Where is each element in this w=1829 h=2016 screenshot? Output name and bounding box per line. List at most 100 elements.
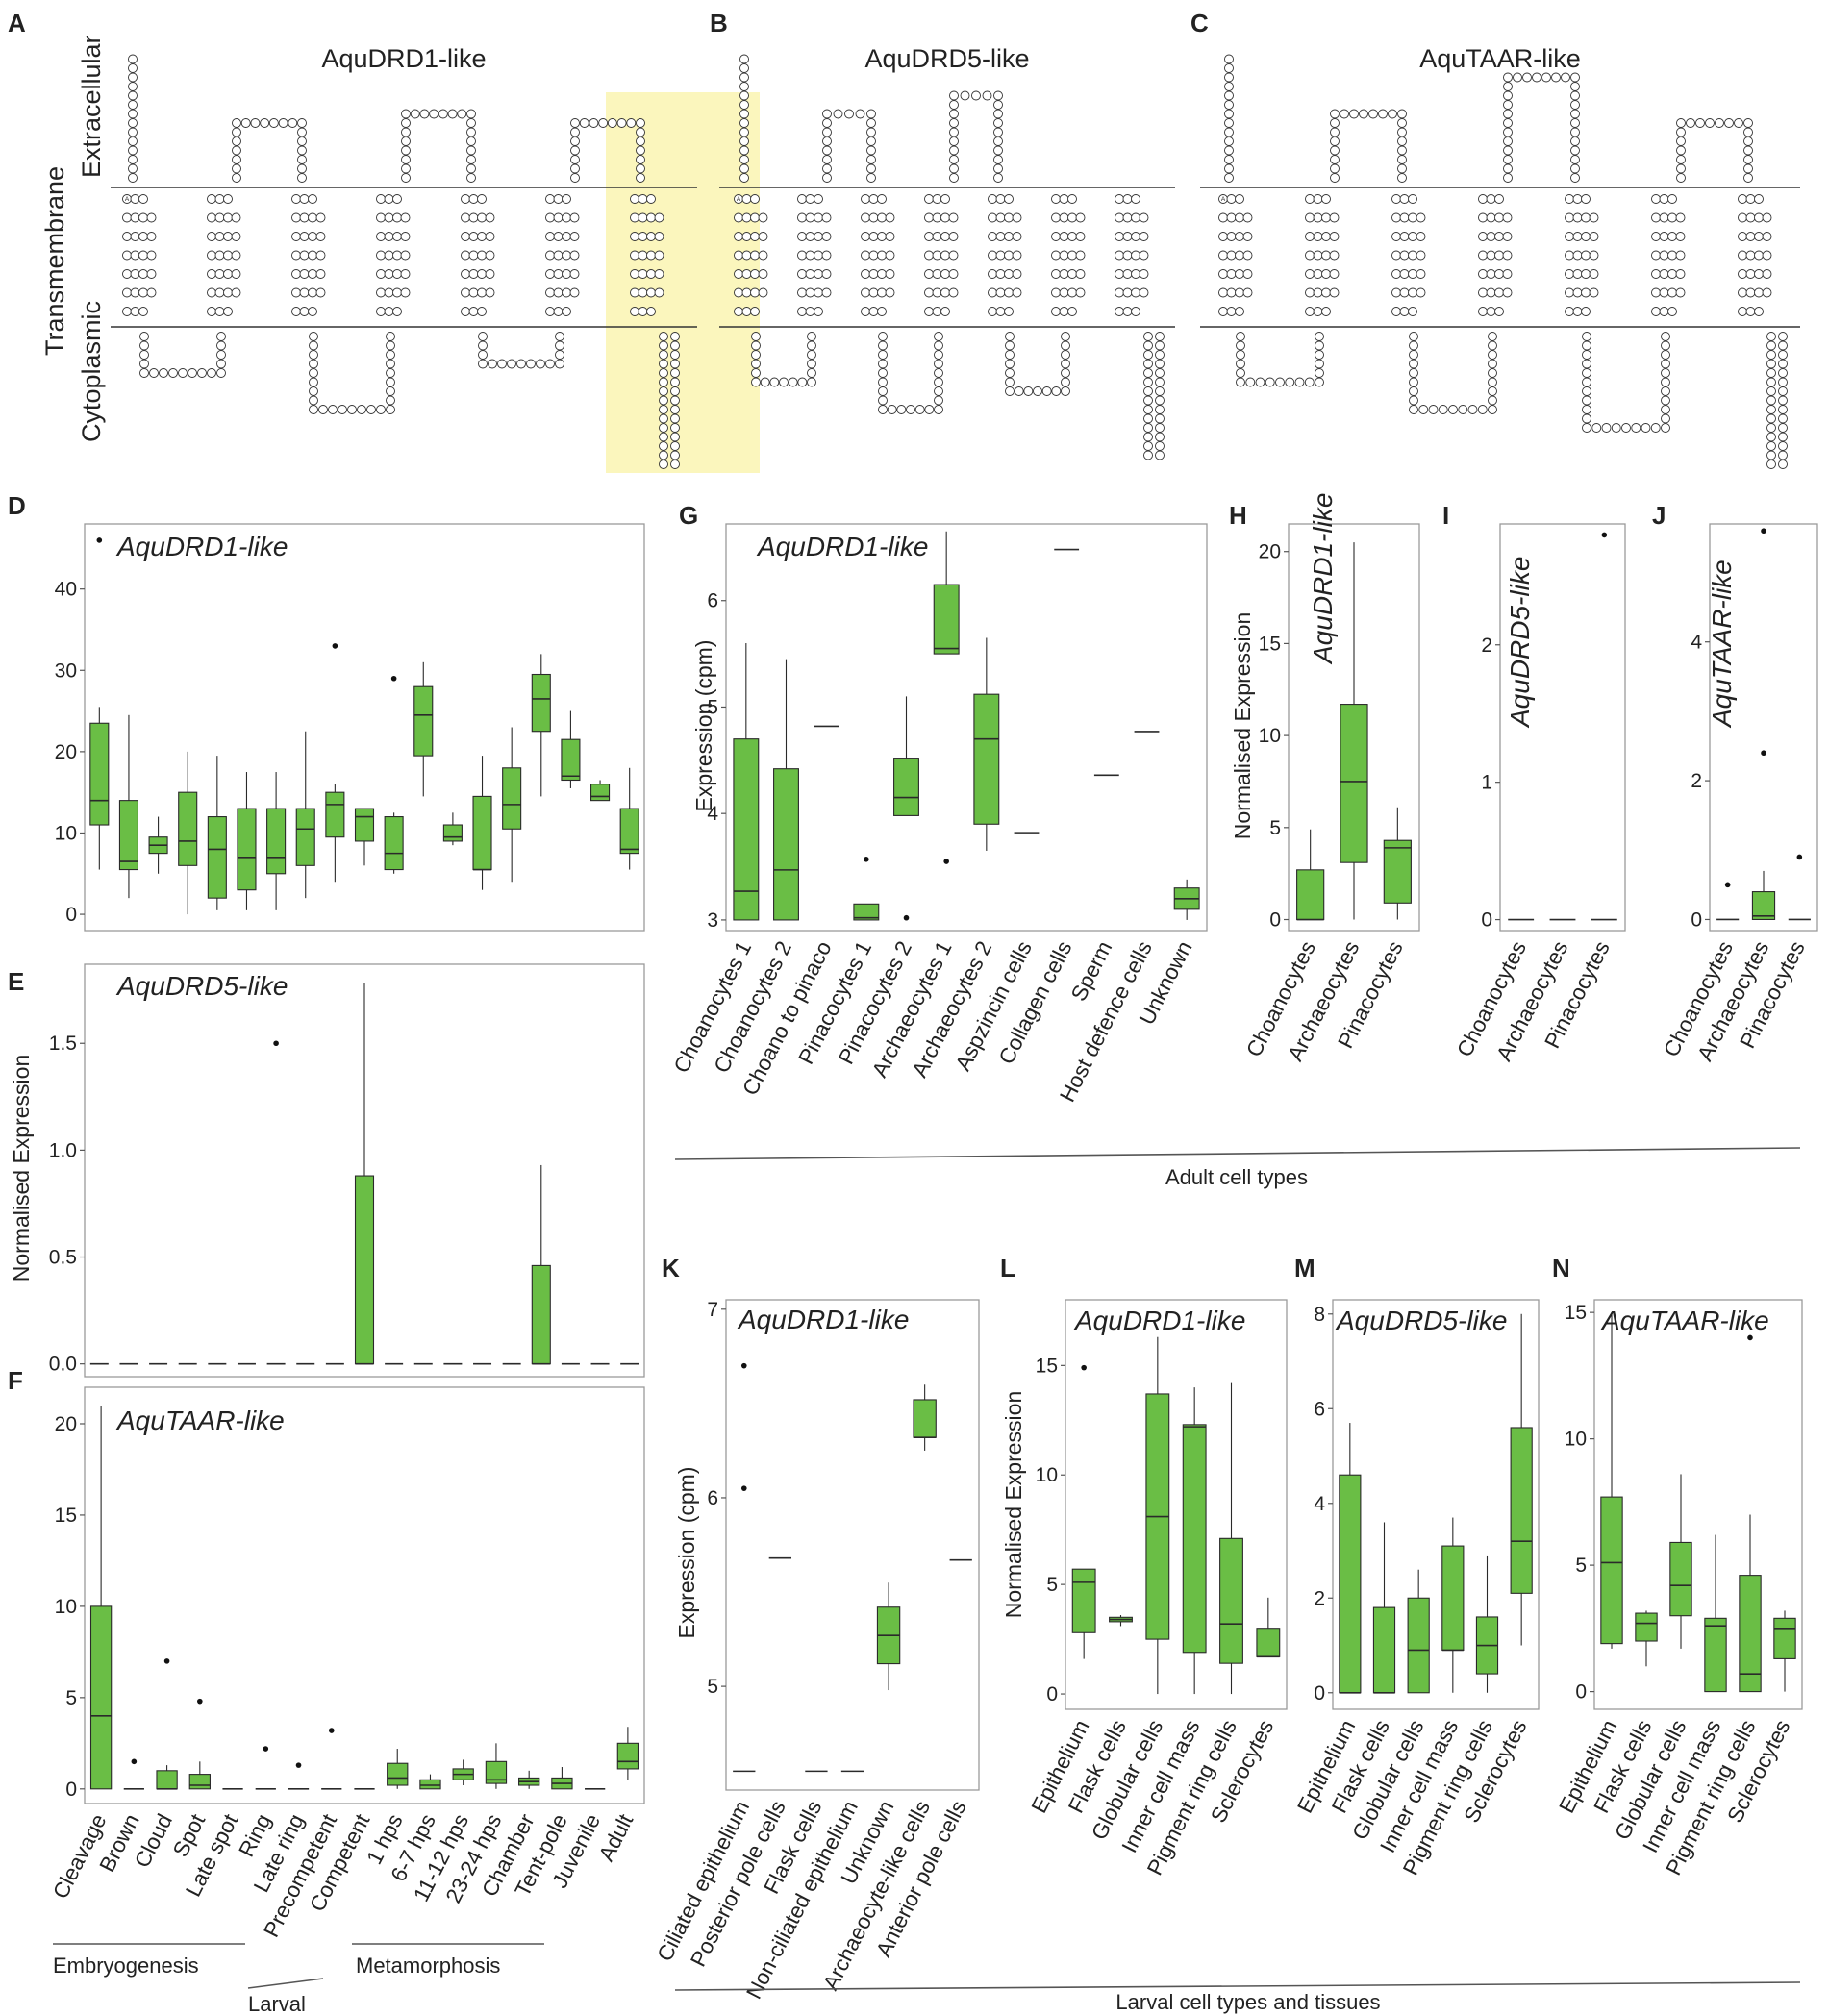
residue-circle [1014,386,1024,396]
residue-circle [949,109,959,119]
residue-circle [1224,109,1234,119]
residue-circle [807,377,816,387]
residue-circle [1582,413,1591,424]
residue-circle [1075,269,1086,279]
residue-circle [940,250,950,261]
gene-title: AquTAAR-like [115,1406,285,1435]
residue-circle [659,413,668,424]
residue-circle [885,287,895,298]
residue-circle [468,232,479,241]
iqr-box [207,816,227,899]
residue-circle [392,287,402,298]
residue-circle [1399,194,1410,204]
residue-circle [1155,441,1165,451]
residue-circle [223,307,233,316]
residue-circle [1224,100,1234,110]
iqr-box [156,1770,178,1790]
residue-circle [1330,127,1340,137]
residue-circle [1143,432,1153,442]
panel-label-k: K [662,1254,680,1282]
residue-letter: A [125,196,130,203]
residue-circle [1131,269,1140,279]
residue-circle [1661,386,1670,396]
residue-circle [297,163,307,174]
residue-circle [461,250,470,261]
residue-circle [130,232,140,241]
residue-circle [1131,212,1140,223]
residue-circle [1416,212,1426,223]
residue-circle [630,287,639,298]
box-1 [1340,542,1368,920]
residue-circle [138,232,148,241]
y-tick-label: 2 [1314,1587,1325,1609]
residue-circle [932,287,942,298]
residue-circle [139,368,149,378]
box-4 [1219,1382,1243,1695]
residue-circle [988,212,997,223]
residue-circle [797,307,807,316]
residue-circle [670,460,680,469]
box-1 [1372,1522,1396,1694]
residue-circle [995,232,1006,241]
box-11 [413,661,434,797]
y-axis-label: Normalised Expression [1001,1391,1026,1618]
residue-circle [1218,269,1228,279]
residue-circle [1743,163,1753,174]
residue-circle [384,287,394,298]
residue-circle [1570,137,1580,146]
box-3 [178,751,198,915]
residue-circle [995,194,1006,204]
residue-circle [805,269,815,279]
residue-circle [570,145,580,156]
residue-circle [1139,269,1149,279]
residue-circle [128,72,138,83]
residue-circle [1226,287,1237,298]
residue-circle [1667,250,1677,261]
residue-circle [1051,232,1061,241]
residue-circle [1321,307,1331,316]
residue-circle [1131,232,1140,241]
residue-circle [659,368,668,378]
residue-circle [1391,194,1401,204]
residue-circle [1236,359,1245,369]
residue-circle [1661,395,1670,406]
outlier-point [1761,750,1766,757]
residue-circle [934,332,943,341]
y-tick-label: 0 [65,1779,77,1801]
residue-circle [739,109,749,119]
residue-circle [1661,340,1670,351]
residue-circle [1236,377,1245,387]
residue-circle [468,269,479,279]
residue-circle [654,212,664,223]
residue-circle [878,386,888,396]
residue-circle [1329,269,1340,279]
residue-circle [1397,163,1407,174]
residue-circle [214,250,225,261]
residue-circle [159,368,168,378]
residue-circle [139,350,149,360]
residue-circle [1686,118,1695,128]
residue-circle [659,350,668,360]
iqr-box [413,685,434,757]
residue-circle [868,307,879,316]
residue-circle [1676,173,1686,183]
residue-circle [497,359,507,369]
y-tick-label: 2 [1691,770,1702,792]
residue-circle [734,212,743,223]
residue-circle [1715,118,1724,128]
residue-circle [1667,194,1677,204]
residue-circle [308,287,317,298]
y-tick-label: 7 [707,1299,718,1321]
residue-circle [739,63,749,73]
residue-circle [1651,232,1661,241]
iqr-box [590,784,611,802]
residue-circle [223,212,233,223]
residue-circle [814,250,823,261]
residue-circle [654,232,664,241]
residue-circle [807,340,816,351]
topology-title: AquDRD5-like [864,44,1029,73]
panel-label-n: N [1552,1254,1570,1282]
residue-circle [232,137,241,146]
residue-circle [1589,287,1599,298]
plot-frame [84,963,645,1378]
